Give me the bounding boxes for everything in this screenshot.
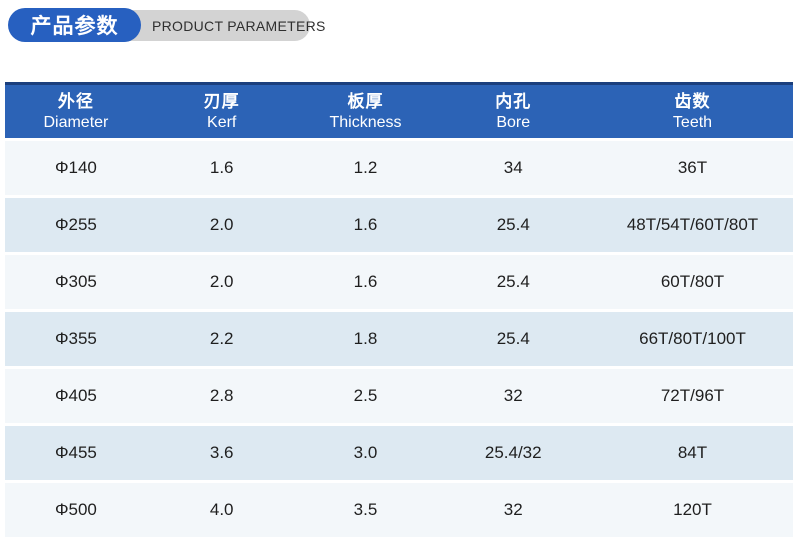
column-header-label-en: Thickness xyxy=(329,113,402,131)
table-cell: 34 xyxy=(503,158,523,177)
table-cell: 3.5 xyxy=(353,500,378,519)
table-row: Φ140 1.6 1.2 34 36T xyxy=(5,141,793,195)
table-cell: 2.0 xyxy=(209,272,234,291)
column-header-thickness: 板厚 Thickness xyxy=(297,85,435,138)
table-cell: Φ255 xyxy=(54,215,97,234)
column-header-bore: 内孔 Bore xyxy=(434,85,592,138)
table-row: Φ355 2.2 1.8 25.4 66T/80T/100T xyxy=(5,312,793,366)
column-header-label-zh: 内孔 xyxy=(495,91,532,111)
table-cell: 1.8 xyxy=(353,329,378,348)
table-cell: 32 xyxy=(503,500,523,519)
table-cell: 1.2 xyxy=(353,158,378,177)
table-cell: Φ140 xyxy=(54,158,97,177)
table-row: Φ255 2.0 1.6 25.4 48T/54T/60T/80T xyxy=(5,198,793,252)
table-cell: 32 xyxy=(503,386,523,405)
table-cell: 2.0 xyxy=(209,215,234,234)
table-row: Φ405 2.8 2.5 32 72T/96T xyxy=(5,369,793,423)
column-header-label-en: Diameter xyxy=(43,113,109,131)
table-row: Φ500 4.0 3.5 32 120T xyxy=(5,483,793,537)
table-cell: 2.2 xyxy=(209,329,234,348)
table-cell: 66T/80T/100T xyxy=(639,329,746,348)
table-cell: Φ500 xyxy=(54,500,97,519)
table-cell: 25.4 xyxy=(496,329,530,348)
table-cell: 25.4 xyxy=(496,215,530,234)
column-header-kerf: 刃厚 Kerf xyxy=(147,85,297,138)
table-body: Φ140 1.6 1.2 34 36T Φ255 2.0 1.6 25.4 48T/54T/60T… xyxy=(5,141,793,537)
column-header-label-zh: 刃厚 xyxy=(203,91,240,111)
table-cell: 120T xyxy=(673,500,712,519)
column-header-label-en: Kerf xyxy=(207,113,237,131)
section-title-bar: PRODUCT PARAMETERS 产品参数 xyxy=(0,7,800,47)
table-cell: 25.4/32 xyxy=(484,443,542,462)
table-cell: 1.6 xyxy=(353,272,378,291)
table-cell: 1.6 xyxy=(209,158,234,177)
table-cell: 3.0 xyxy=(353,443,378,462)
table-cell: 84T xyxy=(677,443,708,462)
table-cell: 4.0 xyxy=(209,500,234,519)
table-cell: Φ355 xyxy=(54,329,97,348)
table-cell: 3.6 xyxy=(209,443,234,462)
table-cell: 2.5 xyxy=(353,386,378,405)
table-cell: Φ305 xyxy=(54,272,97,291)
table-header-row: 外径 Diameter 刃厚 Kerf 板厚 Thickness 内孔 Bore 齿数 Teeth xyxy=(5,82,793,138)
column-header-diameter: 外径 Diameter xyxy=(5,85,147,138)
column-header-label-en: Bore xyxy=(496,113,531,131)
table-cell: Φ455 xyxy=(54,443,97,462)
title-pill-chinese: 产品参数 xyxy=(8,8,141,42)
column-header-label-zh: 外径 xyxy=(57,91,94,111)
table-cell: 1.6 xyxy=(353,215,378,234)
column-header-label-zh: 齿数 xyxy=(674,91,711,111)
table-cell: 48T/54T/60T/80T xyxy=(626,215,759,234)
product-parameters-table: 外径 Diameter 刃厚 Kerf 板厚 Thickness 内孔 Bore 齿数 Teeth… xyxy=(5,82,793,537)
table-row: Φ305 2.0 1.6 25.4 60T/80T xyxy=(5,255,793,309)
table-cell: 60T/80T xyxy=(660,272,725,291)
table-cell: 2.8 xyxy=(209,386,234,405)
column-header-label-zh: 板厚 xyxy=(347,91,384,111)
table-cell: 36T xyxy=(677,158,708,177)
column-header-teeth: 齿数 Teeth xyxy=(592,85,793,138)
table-cell: Φ405 xyxy=(54,386,97,405)
table-cell: 72T/96T xyxy=(660,386,725,405)
column-header-label-en: Teeth xyxy=(672,113,713,131)
section-title-english: PRODUCT PARAMETERS xyxy=(152,17,326,34)
table-row: Φ455 3.6 3.0 25.4/32 84T xyxy=(5,426,793,480)
table-cell: 25.4 xyxy=(496,272,530,291)
section-title-chinese: 产品参数 xyxy=(30,15,119,38)
